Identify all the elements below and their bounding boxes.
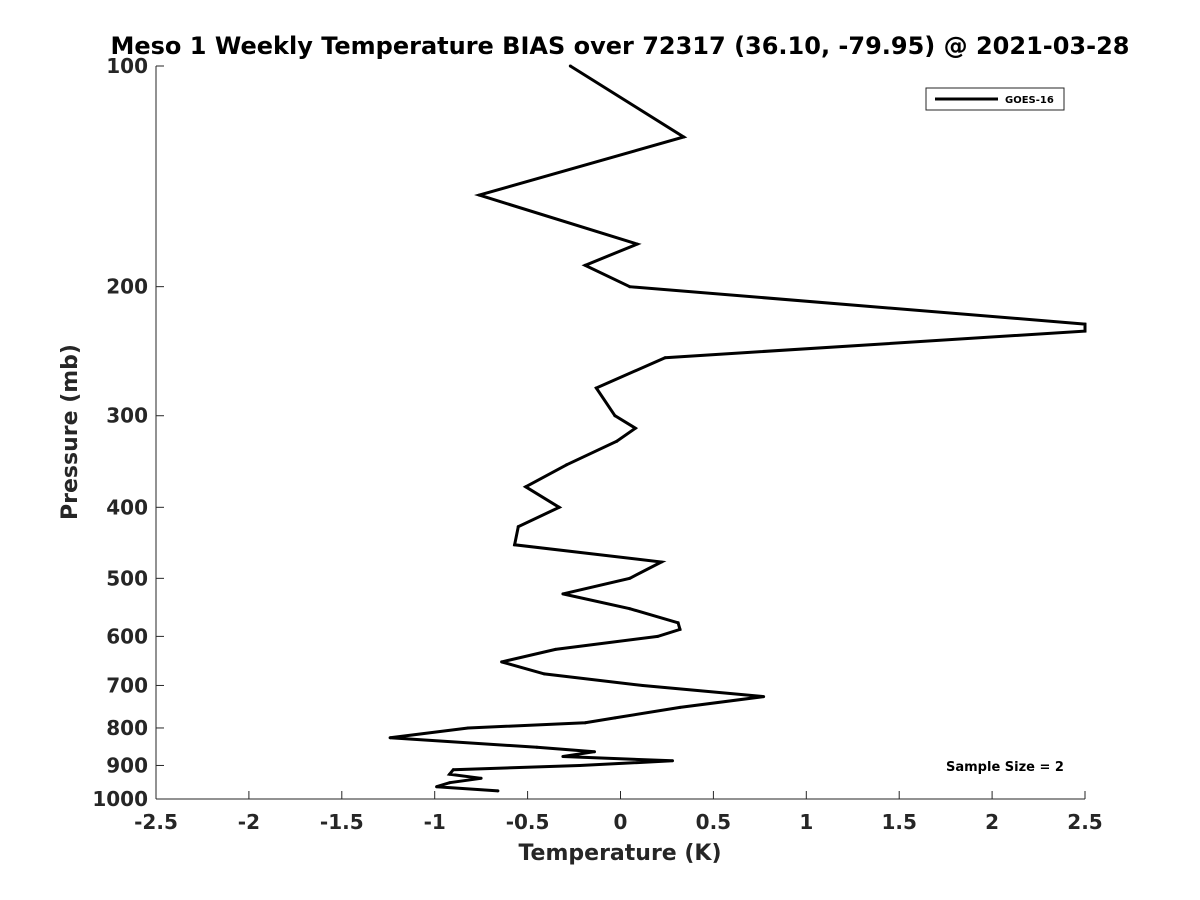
data-point-goes-16: [676, 621, 680, 625]
data-point-goes-16: [496, 789, 500, 793]
chart-title: Meso 1 Weekly Temperature BIAS over 7231…: [110, 32, 1129, 60]
legend-label-goes-16: GOES-16: [1005, 95, 1054, 106]
y-axis-label: Pressure (mb): [58, 344, 83, 520]
data-point-goes-16: [557, 505, 561, 509]
data-point-goes-16: [663, 356, 667, 360]
y-tick-label: 900: [106, 753, 148, 777]
y-tick-label: 1000: [92, 787, 148, 811]
y-tick-label: 300: [106, 404, 148, 428]
legend: GOES-16: [925, 87, 1065, 111]
series-layer: [388, 64, 1087, 793]
data-point-goes-16: [388, 736, 392, 740]
data-point-goes-16: [659, 560, 663, 564]
data-point-goes-16: [477, 193, 481, 197]
data-point-goes-16: [542, 672, 546, 676]
data-point-goes-16: [451, 768, 455, 772]
data-point-goes-16: [448, 772, 452, 776]
x-tick-label: 2.5: [1067, 810, 1102, 834]
x-axis-label: Temperature (K): [518, 841, 721, 866]
x-tick-label: -2.5: [134, 810, 178, 834]
y-tick-label: 500: [106, 566, 148, 590]
x-tick-label: -1.5: [320, 810, 364, 834]
data-point-goes-16: [583, 263, 587, 267]
data-point-goes-16: [678, 627, 682, 631]
data-point-goes-16: [500, 660, 504, 664]
data-point-goes-16: [561, 755, 565, 758]
y-tick-label: 700: [106, 673, 148, 697]
data-point-goes-16: [568, 64, 572, 68]
x-tick-label: 0: [614, 810, 628, 834]
data-point-goes-16: [565, 463, 569, 467]
x-tick-label: -0.5: [506, 810, 550, 834]
x-tick-label: 0.5: [696, 810, 731, 834]
data-point-goes-16: [578, 764, 582, 767]
data-point-goes-16: [613, 414, 617, 418]
data-point-goes-16: [641, 684, 645, 687]
data-point-goes-16: [594, 386, 598, 390]
x-tick-label: -2: [238, 810, 260, 834]
data-point-goes-16: [762, 695, 766, 699]
data-point-goes-16: [628, 576, 632, 580]
data-point-goes-16: [561, 592, 565, 596]
data-point-goes-16: [613, 716, 617, 720]
data-point-goes-16: [682, 135, 686, 139]
data-point-goes-16: [466, 726, 470, 730]
x-tick-label: 2: [985, 810, 999, 834]
data-point-goes-16: [678, 705, 682, 709]
data-point-goes-16: [671, 759, 674, 763]
data-point-goes-16: [1083, 329, 1087, 333]
data-point-goes-16: [554, 647, 557, 651]
y-tick-label: 800: [106, 716, 148, 740]
data-point-goes-16: [435, 785, 439, 789]
data-point-goes-16: [479, 776, 483, 780]
data-point-goes-16: [593, 750, 596, 754]
y-tick-label: 200: [106, 275, 148, 299]
data-point-goes-16: [516, 525, 520, 529]
data-point-goes-16: [448, 781, 452, 785]
data-point-goes-16: [1083, 322, 1087, 326]
x-tick-label: 1: [799, 810, 813, 834]
data-point-goes-16: [628, 607, 632, 611]
y-tick-labels: 100 200 300 400 500 600 700 800 900 1000: [92, 54, 148, 811]
data-point-goes-16: [628, 285, 632, 289]
data-point-goes-16: [635, 242, 639, 246]
data-point-goes-16: [656, 634, 660, 638]
y-tick-label: 100: [106, 54, 148, 78]
data-point-goes-16: [633, 426, 637, 430]
data-point-goes-16: [615, 439, 619, 443]
data-point-goes-16: [513, 543, 517, 547]
x-tick-label: 1.5: [881, 810, 916, 834]
y-tick-label: 600: [106, 624, 148, 648]
sample-size-annotation: Sample Size = 2: [946, 760, 1064, 775]
x-tick-labels: -2.5 -2 -1.5 -1 -0.5 0 0.5 1 1.5 2 2.5: [134, 810, 1103, 834]
data-point-goes-16: [535, 745, 539, 749]
data-point-goes-16: [524, 485, 528, 489]
series-line-goes-16: [389, 64, 1087, 793]
y-tick-label: 400: [106, 495, 148, 519]
x-tick-label: -1: [424, 810, 446, 834]
tick-marks: [155, 65, 1086, 800]
data-point-goes-16: [583, 721, 587, 725]
